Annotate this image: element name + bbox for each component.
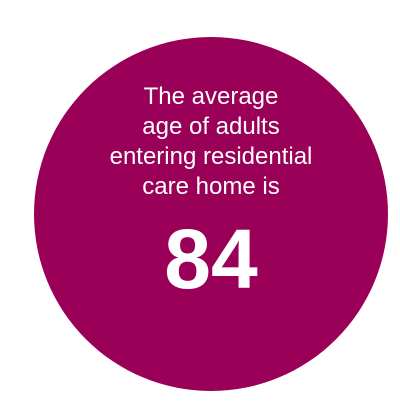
stat-value: 84 <box>164 212 258 306</box>
stat-line-3: entering residential <box>109 143 313 170</box>
stat-line-2: age of adults <box>142 113 280 140</box>
stat-line-4: care home is <box>142 173 280 200</box>
stat-circle <box>34 37 388 391</box>
stat-text: The average age of adults entering resid… <box>34 82 388 308</box>
stat-line-1: The average <box>143 83 279 110</box>
